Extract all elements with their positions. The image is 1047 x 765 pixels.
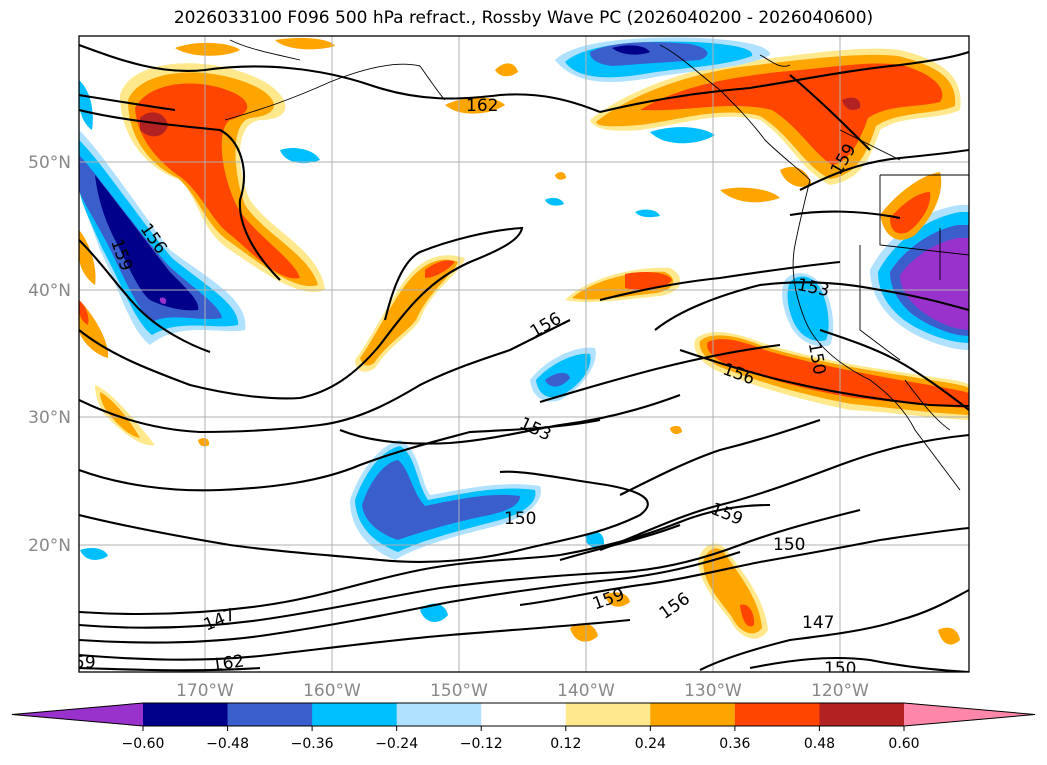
positive-anomaly [740, 604, 755, 627]
negative-anomaly [362, 460, 520, 540]
lon-label: 130°W [684, 681, 742, 701]
negative-anomaly [79, 140, 239, 335]
positive-anomaly [79, 300, 89, 325]
positive-anomaly [570, 623, 598, 642]
positive-anomaly [175, 42, 240, 56]
negative-anomaly [900, 238, 969, 330]
colorbar-bin [396, 703, 482, 726]
positive-anomaly [275, 38, 335, 50]
positive-anomaly [445, 97, 505, 114]
negative-anomaly [612, 45, 650, 55]
lat-label: 50°N [28, 153, 71, 173]
negative-anomaly [420, 603, 448, 622]
map-title: 2026033100 F096 500 hPa refract., Rossby… [173, 8, 874, 28]
map-panel: 162 159 156 159 153 150 156 156 153 150 … [74, 36, 969, 679]
contour-label: 150 [504, 509, 536, 529]
negative-anomaly [545, 372, 570, 387]
negative-anomaly [95, 175, 199, 311]
colorbar: −0.60 −0.48 −0.36 −0.24 −0.12 0.12 0.24 0.36 0.4… [11, 702, 1036, 752]
lon-label: 170°W [176, 681, 234, 701]
positive-anomaly [140, 112, 168, 137]
positive-anomaly [938, 627, 960, 645]
negative-anomaly [280, 148, 320, 164]
negative-anomaly [545, 197, 564, 206]
contours [79, 44, 969, 672]
lon-label: 140°W [557, 681, 615, 701]
lon-label: 160°W [303, 681, 361, 701]
colorbar-bin [819, 703, 905, 726]
colorbar-bin [650, 703, 736, 726]
contour-label: 162 [466, 96, 498, 116]
positive-anomaly [640, 63, 943, 165]
positive-anomaly [605, 592, 630, 607]
negative-anomaly [585, 531, 605, 548]
negative-anomaly [787, 276, 829, 342]
colorbar-tick-label: −0.60 [122, 736, 165, 752]
colorbar-bin [312, 703, 398, 726]
coastlines [224, 39, 969, 491]
lon-label: 150°W [430, 681, 488, 701]
positive-anomaly [100, 392, 140, 438]
colorbar-extend-max [904, 703, 1035, 726]
contour-label: 59 [74, 653, 96, 673]
contour-label: 147 [802, 613, 834, 633]
colorbar-tick-label: 0.36 [719, 736, 750, 752]
longitude-labels: 170°W 160°W 150°W 140°W 130°W 120°W [176, 681, 869, 701]
colorbar-tick-label: 0.24 [635, 736, 666, 752]
colorbar-tick-label: 0.12 [550, 736, 581, 752]
colorbar-tick-label: −0.24 [375, 736, 418, 752]
positive-anomaly [842, 97, 861, 110]
positive-anomaly [555, 172, 566, 180]
negative-anomaly [80, 548, 108, 560]
contour-label: 162 [211, 651, 246, 675]
negative-anomaly [650, 127, 715, 144]
colorbar-tick-label: −0.12 [460, 736, 503, 752]
positive-anomaly [198, 437, 210, 447]
map-border [78, 35, 970, 673]
positive-anomaly [135, 83, 300, 279]
colorbar-bin [481, 703, 567, 726]
colorbar-tick-label: 0.60 [888, 736, 919, 752]
positive-anomaly [625, 272, 672, 290]
positive-anomaly [670, 425, 682, 435]
colorbar-tick-label: −0.48 [206, 736, 249, 752]
positive-anomaly [707, 339, 969, 408]
shading-layer [79, 37, 969, 645]
positive-anomaly [425, 260, 455, 278]
colorbar-bin [734, 703, 820, 726]
colorbar-bin [143, 703, 229, 726]
graticule [79, 36, 969, 672]
positive-anomaly [780, 166, 812, 187]
contour-label: 150 [773, 535, 805, 555]
negative-anomaly [79, 80, 93, 130]
colorbar-bin [565, 703, 651, 726]
lon-label: 120°W [811, 681, 869, 701]
positive-anomaly [720, 187, 780, 203]
lat-label: 20°N [28, 536, 71, 556]
negative-anomaly [635, 209, 660, 218]
positive-anomaly [890, 192, 931, 234]
colorbar-tick-label: 0.48 [804, 736, 835, 752]
positive-anomaly [495, 63, 518, 77]
colorbar-extend-min [12, 703, 143, 726]
latitude-labels: 50°N 40°N 30°N 20°N [28, 153, 71, 556]
colorbar-bin [227, 703, 313, 726]
lat-label: 40°N [28, 281, 71, 301]
colorbar-tick-label: −0.36 [291, 736, 334, 752]
contour-label: 150 [824, 659, 856, 679]
lat-label: 30°N [28, 408, 71, 428]
negative-anomaly [159, 297, 167, 304]
